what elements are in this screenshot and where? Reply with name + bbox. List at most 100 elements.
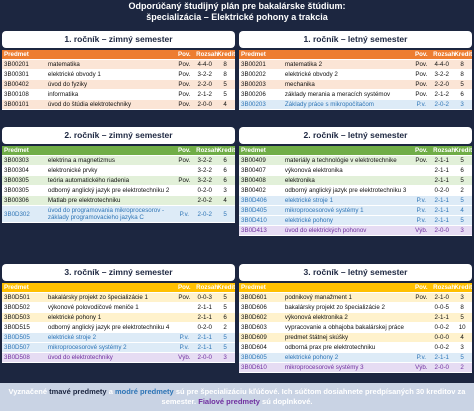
course-kredity: 5 — [452, 79, 472, 90]
course-name: elektrické pohony 1 — [45, 312, 175, 323]
col-header: Rozsah — [431, 283, 456, 293]
course-kredity: 3 — [452, 292, 472, 303]
course-kredity: 8 — [215, 59, 235, 70]
footer-text: sú pre špecializáciu kľúčové. Ich súčtom… — [161, 387, 466, 406]
col-header: Pov. — [174, 50, 195, 60]
col-header: Predmet — [239, 50, 412, 60]
course-kredity: 4 — [452, 205, 472, 216]
course-name: základy merania a meracích systémov — [282, 89, 412, 100]
course-name: elektrina a magnetizmus — [45, 155, 175, 166]
course-kredity: 10 — [452, 322, 472, 333]
course-row: 3B0D507 mikroprocesorové systémy 2 P.v. 2-1… — [2, 342, 235, 353]
course-pov: Pov. — [174, 99, 195, 110]
course-name: matematika — [45, 59, 175, 70]
col-header: Kredity — [215, 50, 235, 60]
course-pov: P.v. — [411, 215, 432, 226]
course-row: 3B0D606 bakalársky projekt zo špecializác… — [239, 302, 472, 313]
course-rozsah: 4-4-0 — [194, 59, 216, 70]
title-line: špecializácia – Elektrické pohony a trak… — [146, 12, 328, 22]
course-kredity: 6 — [215, 312, 235, 323]
cell — [411, 165, 432, 176]
course-kredity: 4 — [215, 99, 235, 110]
course-kredity: 6 — [215, 155, 235, 166]
course-table: PredmetPov.RozsahKredity3B0D601podnikový… — [239, 283, 472, 373]
col-header: Kredity — [215, 146, 235, 156]
course-code: 3B0D501 — [2, 292, 46, 303]
course-code: 3B00402 — [2, 79, 46, 90]
cell — [174, 195, 195, 206]
course-name: elektronika — [282, 175, 412, 186]
course-name: elektronické prvky — [45, 165, 175, 176]
course-name: odborný anglický jazyk pre elektrotechni… — [45, 322, 175, 333]
course-code: 3B00201 — [239, 59, 283, 70]
course-row: 3B0D413 úvod do elektrických pohonov Výb. 2… — [239, 225, 472, 236]
course-pov: Výb. — [411, 225, 432, 236]
course-kredity: 5 — [215, 79, 235, 90]
course-kredity: 3 — [452, 99, 472, 110]
course-pov: P.v. — [174, 342, 195, 353]
course-rozsah: 3-2-2 — [194, 155, 216, 166]
semester-panel: 1. ročník – zimný semester Predmet Pov. Roz… — [2, 31, 235, 125]
col-header: Pov. — [411, 146, 432, 156]
cell — [411, 332, 432, 343]
cell — [411, 322, 432, 333]
title: Odporúčaný študijný plán pre bakalárske … — [0, 1, 474, 23]
course-name: elektrické pohony 2 — [282, 352, 412, 363]
cell — [174, 185, 195, 196]
course-kredity: 5 — [215, 292, 235, 303]
course-name: materiály a technológie v elektrotechnik… — [282, 155, 412, 166]
course-row: 3B0D410 elektrické pohony P.v. 2-1-1 5 — [239, 215, 472, 226]
course-pov: Pov. — [174, 89, 195, 100]
col-header: Predmet — [239, 283, 412, 293]
course-code: 3B00206 — [239, 89, 283, 100]
course-pov: P.v. — [174, 205, 195, 223]
course-code: 3B00101 — [2, 99, 46, 110]
course-code: 3B0D507 — [2, 342, 46, 353]
course-pov: Pov. — [174, 175, 195, 186]
course-kredity: 3 — [215, 352, 235, 363]
course-code: 3B0D508 — [2, 352, 46, 363]
course-code: 3B0D413 — [239, 225, 283, 236]
course-pov: Pov. — [411, 69, 432, 80]
course-row: 3B00306 Matlab pre elektrotechniku 2-0-2 4 — [2, 195, 235, 206]
course-pov: Pov. — [411, 292, 432, 303]
course-name: bakalársky projekt zo špecializácie 2 — [282, 302, 412, 313]
course-rozsah: 2-1-1 — [431, 215, 453, 226]
course-kredity: 6 — [452, 89, 472, 100]
cell — [411, 312, 432, 323]
course-row: 3B00305 teória automatického riadenia Pov.… — [2, 175, 235, 186]
panel-title: 1. ročník – letný semester — [239, 31, 472, 48]
footer-text: a — [106, 387, 115, 396]
course-name: výkonová elektronika — [282, 165, 412, 176]
course-rozsah: 0-2-0 — [194, 185, 216, 196]
course-kredity: 3 — [452, 225, 472, 236]
course-row: 3B00303 elektrina a magnetizmus Pov. 3-2-2 6 — [2, 155, 235, 166]
col-header: Pov. — [411, 50, 432, 60]
course-pov: Pov. — [174, 69, 195, 80]
semester-panel: 1. ročník – letný semester Predmet Pov. Roz… — [239, 31, 472, 125]
col-header: Rozsah — [194, 283, 219, 293]
course-rozsah: 0-0-5 — [431, 302, 453, 313]
course-code: 3B0D601 — [239, 292, 283, 303]
course-code: 3B0D410 — [239, 215, 283, 226]
course-name: vypracovanie a obhajoba bakalárskej prác… — [282, 322, 412, 333]
course-row: 3B0D302 úvod do programovania mikroproces… — [2, 205, 235, 223]
course-pov: Pov. — [411, 79, 432, 90]
panel-title: 1. ročník – zimný semester — [2, 31, 235, 48]
col-header: Kredity — [215, 283, 235, 293]
course-kredity: 2 — [452, 362, 472, 373]
cell — [411, 185, 432, 196]
course-row: 3B0D610 mikroprocesorové systémy 3 Výb. 2-0… — [239, 362, 472, 373]
course-name: bakalársky projekt zo špecializácie 1 — [45, 292, 175, 303]
course-kredity: 2 — [452, 185, 472, 196]
course-table: PredmetPov.RozsahKredity3B00303elektrina… — [2, 146, 235, 223]
course-name: elektrické obvody 1 — [45, 69, 175, 80]
cell — [174, 302, 195, 313]
footer-blue: modré predmety — [114, 387, 174, 396]
course-name: odborná prax pre elektrotechniku — [282, 342, 412, 353]
course-rozsah: 3-2-2 — [194, 165, 216, 176]
course-row: 3B0D604 odborná prax pre elektrotechniku 0… — [239, 342, 472, 353]
course-row: 3B0D505 elektrické stroje 2 P.v. 2-1-1 5 — [2, 332, 235, 343]
